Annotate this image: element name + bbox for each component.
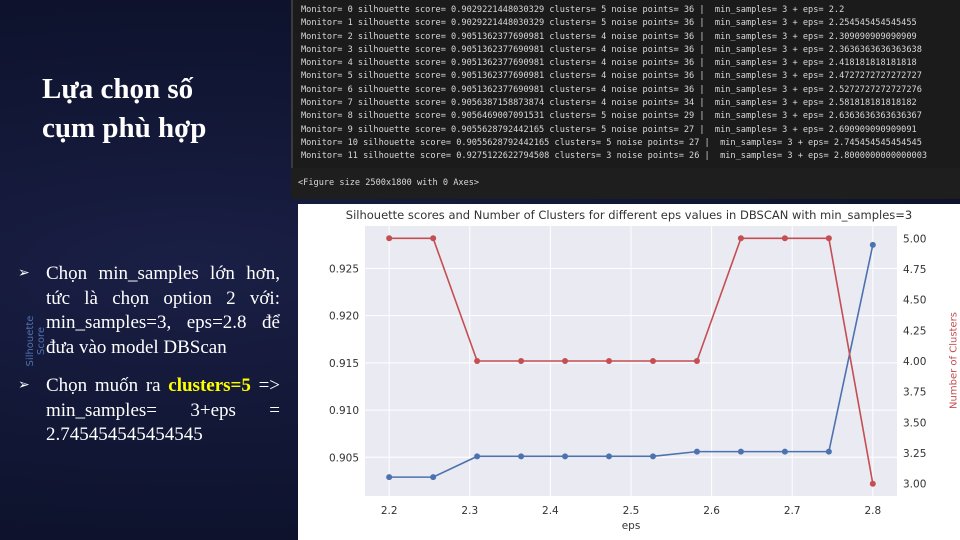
bullet-text-2: Chọn muốn ra clusters=5 => min_samples= …	[46, 374, 280, 448]
silhouette-score-point	[869, 241, 876, 248]
chart-panel: Silhouette scores and Number of Clusters…	[298, 204, 960, 540]
slide-title-line-2: cụm phù hợp	[42, 112, 207, 144]
y-axis-label-right: Number of Clusters	[948, 312, 960, 409]
x-tick-label: 2.2	[381, 505, 398, 517]
bullet-item-2: ➢ Chọn muốn ra clusters=5 => min_samples…	[18, 374, 280, 448]
silhouette-score-point	[386, 474, 393, 481]
y-tick-label-right: 3.00	[903, 479, 926, 491]
bullet-item-1: ➢ Chọn min_samples lớn hơn, tức là chọn …	[18, 262, 280, 360]
clusters-point	[737, 235, 744, 242]
clusters-point	[825, 235, 832, 242]
silhouette-score-point	[474, 453, 481, 460]
y-tick-label-left: 0.915	[329, 358, 359, 370]
slide-title: Lựa chọn số cụm phù hợp	[42, 70, 272, 148]
x-tick-label: 2.3	[461, 505, 478, 517]
console-log-panel[interactable]: Monitor= 0 silhouette score= 0.902922144…	[291, 0, 960, 168]
clusters-point	[386, 235, 393, 242]
console-log-line: Monitor= 1 silhouette score= 0.902922144…	[301, 18, 917, 29]
y-tick-label-left: 0.925	[329, 263, 359, 275]
clusters-point	[693, 358, 700, 364]
console-log-line: Monitor= 2 silhouette score= 0.905136237…	[301, 31, 917, 42]
clusters-point	[518, 358, 525, 364]
x-tick-label: 2.5	[623, 505, 640, 517]
x-tick-label: 2.8	[864, 505, 881, 517]
console-log-line: Monitor= 5 silhouette score= 0.905136237…	[301, 71, 922, 82]
clusters-point	[474, 358, 481, 364]
console-log-line: Monitor= 6 silhouette score= 0.905136237…	[301, 84, 922, 95]
silhouette-score-point	[737, 448, 744, 455]
silhouette-score-point	[825, 448, 832, 455]
y-tick-label-left: 0.920	[329, 311, 359, 323]
y-tick-label-left: 0.910	[329, 405, 359, 417]
y-tick-label-right: 4.75	[903, 264, 926, 276]
clusters-point	[869, 480, 876, 487]
clusters-point	[649, 358, 656, 364]
slide-title-line-1: Lựa chọn số	[42, 73, 194, 105]
y-tick-label-right: 5.00	[903, 233, 926, 245]
y-tick-label-right: 4.25	[903, 325, 926, 337]
notebook-output-area: Monitor= 0 silhouette score= 0.902922144…	[291, 0, 960, 199]
console-log-line: Monitor= 3 silhouette score= 0.905136237…	[301, 44, 922, 55]
y-tick-label-right: 3.25	[903, 448, 926, 460]
silhouette-score-point	[430, 474, 437, 481]
x-axis-label: eps	[622, 520, 641, 532]
clusters-highlight: clusters=5	[168, 375, 251, 396]
bullet-text-1: Chọn min_samples lớn hơn, tức là chọn op…	[46, 263, 280, 358]
y-tick-label-right: 4.50	[903, 295, 926, 307]
silhouette-score-point	[693, 448, 700, 455]
clusters-point	[562, 358, 569, 364]
arrow-bullet-icon: ➢	[18, 266, 30, 281]
clusters-point	[781, 235, 788, 242]
clusters-point	[430, 235, 437, 242]
bullet-list: ➢ Chọn min_samples lớn hơn, tức là chọn …	[18, 262, 280, 462]
silhouette-score-point	[781, 448, 788, 455]
y-tick-label-right: 4.00	[903, 356, 926, 368]
y-tick-label-left: 0.905	[329, 452, 359, 464]
silhouette-score-point	[649, 453, 656, 460]
arrow-bullet-icon: ➢	[18, 378, 30, 393]
chart-title: Silhouette scores and Number of Clusters…	[345, 208, 913, 222]
bullet-text-2-pre: Chọn muốn ra	[46, 375, 169, 396]
x-tick-label: 2.6	[703, 505, 720, 517]
clusters-point	[606, 358, 613, 364]
figure-size-text: <Figure size 2500x1800 with 0 Axes>	[298, 178, 480, 188]
y-tick-label-right: 3.75	[903, 387, 926, 399]
clusters-line	[389, 237, 874, 484]
silhouette-score-point	[606, 453, 613, 460]
y-axis-label-left: Silhouette Score	[25, 315, 47, 367]
x-tick-label: 2.7	[784, 505, 801, 517]
console-log-lines: Monitor= 0 silhouette score= 0.902922144…	[301, 4, 960, 164]
console-log-line: Monitor= 11 silhouette score= 0.92751226…	[301, 151, 928, 162]
console-log-line: Monitor= 0 silhouette score= 0.902922144…	[301, 5, 845, 15]
silhouette-score-line	[389, 244, 874, 478]
x-tick-label: 2.4	[542, 505, 559, 517]
chart-svg: 2.2 2.3 2.4 2.5 2.6 2.7 2.8 0.905 0.910 0.915 0.92…	[329, 226, 926, 532]
y-tick-label-right: 3.50	[903, 417, 926, 429]
console-log-line: Monitor= 9 silhouette score= 0.905562879…	[301, 124, 917, 135]
silhouette-score-point	[518, 453, 525, 460]
bullet-text-2-post: => min_samples= 3+eps = 2.74545454545454…	[46, 375, 280, 445]
silhouette-score-point	[562, 453, 569, 460]
console-log-line: Monitor= 7 silhouette score= 0.905638715…	[301, 98, 917, 109]
console-log-line: Monitor= 8 silhouette score= 0.905646900…	[301, 111, 922, 122]
console-log-line: Monitor= 10 silhouette score= 0.90556287…	[301, 137, 922, 148]
console-log-line: Monitor= 4 silhouette score= 0.905136237…	[301, 58, 917, 69]
